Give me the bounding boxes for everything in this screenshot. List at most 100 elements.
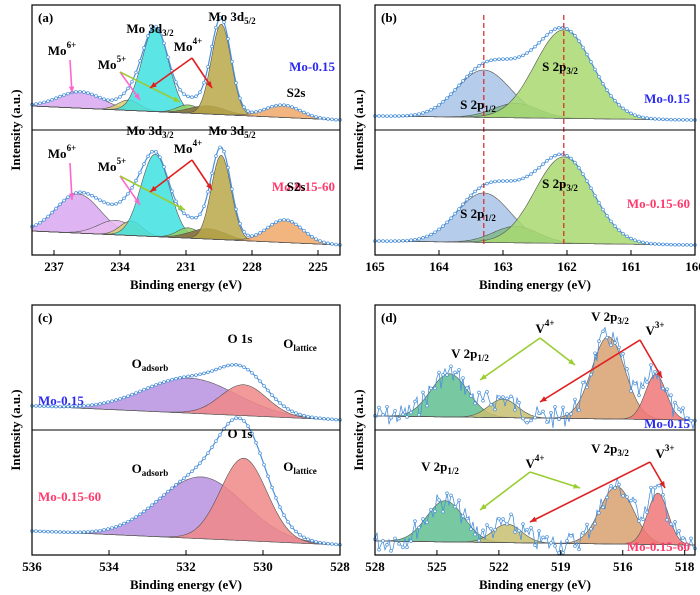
data-point — [154, 150, 158, 154]
data-point — [42, 218, 46, 222]
data-point — [314, 539, 318, 544]
data-point — [66, 404, 70, 409]
x-tick-label: 528 — [330, 559, 350, 574]
arrow-head — [568, 358, 575, 365]
data-point — [589, 186, 593, 190]
data-point — [505, 57, 509, 61]
data-point — [685, 542, 689, 547]
data-point — [529, 172, 533, 176]
data-point — [38, 404, 42, 408]
data-point — [102, 97, 106, 101]
data-point — [621, 106, 625, 111]
data-point — [294, 529, 298, 534]
data-point — [234, 81, 238, 85]
data-point — [50, 210, 54, 215]
annotation: O 1s — [228, 331, 253, 346]
data-point — [501, 517, 505, 521]
data-point — [134, 515, 138, 519]
annotation-subscript: lattice — [293, 466, 316, 476]
data-point — [250, 431, 254, 436]
data-point — [405, 238, 409, 243]
data-point — [130, 79, 134, 84]
data-point — [517, 55, 521, 59]
annotation-text: O — [132, 461, 142, 476]
data-point — [90, 403, 94, 407]
data-point — [138, 59, 142, 63]
data-point — [202, 456, 206, 461]
data-point — [385, 543, 389, 547]
data-point — [613, 224, 617, 228]
data-point — [461, 202, 465, 206]
data-point — [625, 234, 629, 239]
pointer-arrow — [639, 339, 663, 379]
data-point — [114, 97, 118, 101]
data-point — [174, 80, 178, 84]
data-point — [641, 240, 645, 245]
data-point — [541, 535, 545, 540]
data-point — [310, 234, 314, 239]
data-point — [74, 191, 78, 195]
data-point — [605, 214, 609, 218]
data-point — [429, 386, 433, 391]
data-point — [206, 190, 210, 194]
data-point — [178, 376, 182, 380]
x-tick-label: 231 — [176, 259, 196, 274]
data-point — [473, 67, 477, 71]
data-point — [553, 544, 557, 548]
annotation-superscript: 5+ — [117, 54, 127, 64]
data-point — [649, 363, 653, 367]
data-point — [517, 528, 521, 533]
data-point — [286, 407, 290, 411]
data-point — [166, 378, 170, 383]
data-point — [230, 363, 234, 367]
arrow-head — [68, 193, 75, 200]
annotation-text: Mo — [174, 141, 193, 156]
data-point — [146, 154, 150, 159]
data-point — [222, 20, 226, 24]
data-point — [477, 390, 481, 395]
data-point — [509, 512, 513, 517]
annotation-superscript: 4+ — [193, 36, 203, 46]
data-point — [310, 538, 314, 543]
data-point — [298, 533, 302, 537]
data-point — [505, 179, 509, 183]
data-point — [485, 390, 489, 394]
annotation-text: V 2p — [591, 441, 617, 456]
annotation-text: O — [283, 459, 293, 474]
data-point — [198, 90, 202, 94]
data-point — [421, 517, 425, 521]
data-point — [78, 530, 82, 534]
data-point — [401, 412, 405, 417]
data-point — [182, 92, 186, 96]
data-point — [621, 494, 625, 498]
data-point — [657, 242, 661, 246]
data-point — [433, 105, 437, 110]
data-point — [230, 418, 234, 422]
data-point — [186, 214, 190, 218]
data-point — [46, 214, 50, 219]
data-point — [669, 393, 673, 397]
data-point — [665, 518, 669, 522]
pointer-arrow — [529, 471, 581, 489]
data-point — [322, 416, 326, 421]
data-point — [298, 225, 302, 230]
data-point — [537, 40, 541, 45]
data-point — [222, 149, 226, 154]
data-point — [445, 96, 449, 100]
data-point — [653, 485, 657, 490]
annotation-text: Mo — [98, 57, 117, 72]
data-point — [377, 239, 381, 243]
data-point — [122, 521, 126, 526]
data-point — [429, 507, 433, 512]
data-point — [445, 220, 449, 225]
annotation-subscript: 1/2 — [484, 213, 496, 223]
data-point — [62, 530, 66, 534]
annotation-subscript: 3/2 — [162, 28, 174, 38]
data-point — [274, 103, 278, 108]
data-point — [517, 177, 521, 182]
data-point — [541, 409, 545, 414]
data-point — [537, 165, 541, 170]
data-point — [677, 529, 681, 533]
data-point — [154, 24, 158, 29]
data-point — [242, 419, 246, 423]
